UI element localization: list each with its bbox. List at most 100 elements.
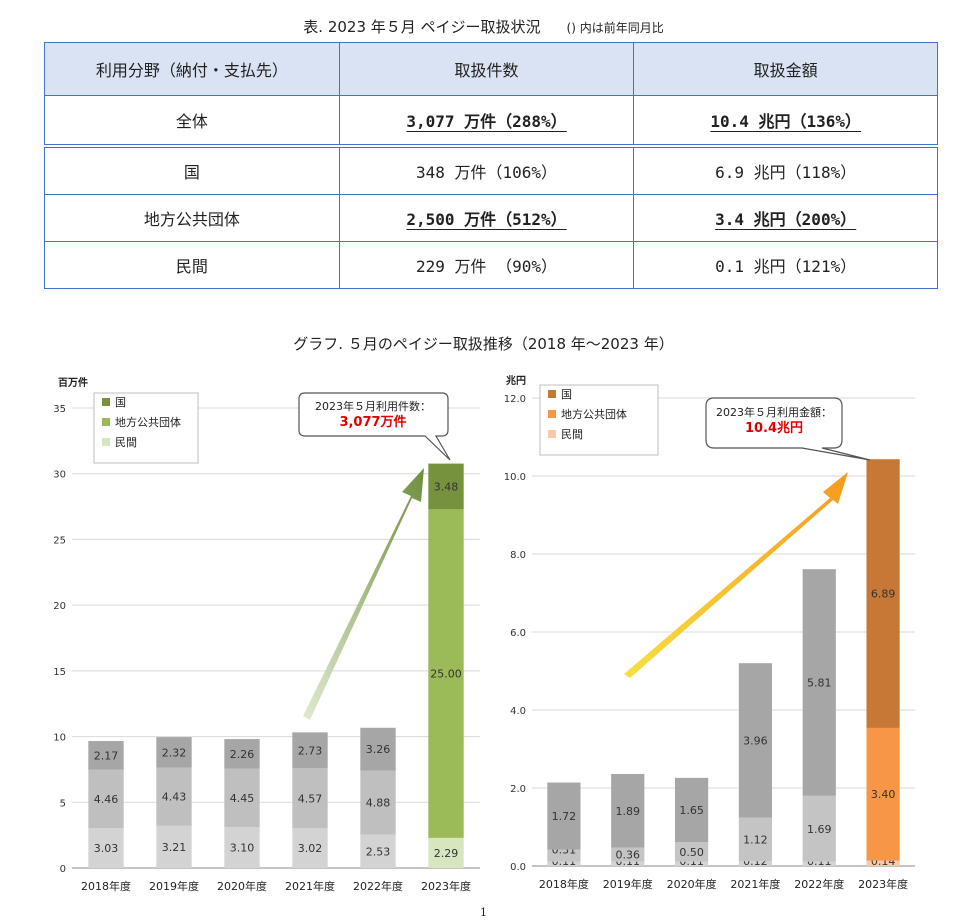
- data-label: 3.40: [871, 788, 896, 801]
- bar-segment: [802, 861, 836, 866]
- bar-segment: [738, 663, 773, 818]
- data-label: 1.69: [807, 823, 832, 836]
- data-label: 25.00: [430, 668, 462, 681]
- row-label: 国: [44, 145, 340, 195]
- unit-label: 百万件: [58, 376, 88, 389]
- header-amount: 取扱金額: [633, 42, 938, 96]
- data-label: 3.96: [743, 734, 768, 747]
- data-label: 3.21: [162, 841, 187, 854]
- legend-label: 民間: [115, 436, 137, 449]
- table-title-text: 表. 2023 年５月 ペイジー取扱状況: [303, 18, 541, 36]
- y-tick-label: 12.0: [504, 394, 526, 405]
- legend-label: 国: [115, 396, 126, 409]
- legend-swatch: [102, 418, 110, 426]
- legend-label: 国: [561, 388, 572, 401]
- table-row: 全体 3,077 万件（288%） 10.4 兆円（136%）: [44, 95, 938, 148]
- header-field: 利用分野（納付・支払先）: [44, 42, 340, 96]
- data-label: 2.17: [94, 749, 119, 762]
- x-tick-label: 2022年度: [794, 877, 844, 891]
- legend-swatch: [102, 398, 110, 406]
- bar-segment: [738, 817, 773, 862]
- bar-segment: [88, 741, 124, 770]
- amount-chart-svg: 兆円0.02.04.06.08.010.012.00.110.311.72201…: [504, 374, 915, 891]
- y-tick-label: 20: [53, 601, 66, 612]
- bar-segment: [292, 828, 328, 868]
- y-tick-label: 8.0: [510, 550, 526, 561]
- bar-segment: [428, 837, 464, 868]
- bar-segment: [156, 737, 192, 768]
- bar-segment: [802, 569, 836, 796]
- row-label: 民間: [44, 241, 340, 289]
- count-chart-svg: 百万件 0 5 10 15 20 25 30 35 3.03 4.46 2.17 2018年度 3.21 4…: [53, 376, 480, 893]
- legend-swatch: [548, 390, 556, 398]
- data-label: 4.88: [366, 797, 391, 810]
- row-amount: 10.4 兆円（136%）: [710, 112, 862, 131]
- row-label: 全体: [44, 95, 340, 148]
- callout-box: [298, 392, 451, 461]
- row-amount: 3.4 兆円（200%）: [715, 210, 857, 229]
- data-label: 2.32: [162, 746, 187, 759]
- callout-value: 3,077万件: [339, 414, 406, 430]
- bar-segment: [360, 727, 396, 771]
- row-amount: 0.1 兆円（121%）: [633, 241, 938, 289]
- x-tick-label: 2019年度: [149, 879, 199, 893]
- y-tick-label: 25: [53, 535, 66, 546]
- data-label: 2.29: [434, 847, 459, 860]
- data-label: 6.89: [871, 588, 896, 601]
- x-tick-label: 2022年度: [353, 879, 403, 893]
- x-tick-label: 2020年度: [667, 877, 717, 891]
- data-label: 2.26: [230, 748, 255, 761]
- bar-segment: [224, 768, 260, 828]
- data-label: 3.10: [230, 842, 255, 855]
- bar-segment: [428, 509, 464, 838]
- y-tick-label: 6.0: [510, 628, 526, 639]
- x-tick-label: 2020年度: [217, 879, 267, 893]
- bar-segment: [156, 825, 192, 868]
- y-tick-label: 2.0: [510, 784, 526, 795]
- x-tick-label: 2021年度: [285, 879, 335, 893]
- bar-segment: [738, 861, 773, 866]
- table-header-row: 利用分野（納付・支払先） 取扱件数 取扱金額: [44, 42, 938, 96]
- data-label: 3.26: [366, 743, 391, 756]
- legend-box: [93, 392, 199, 464]
- callout-value: 10.4兆円: [745, 420, 803, 436]
- bar-segment: [360, 770, 396, 835]
- bar-segment: [802, 795, 836, 862]
- legend-label: 地方公共団体: [115, 415, 181, 429]
- data-label: 4.57: [298, 792, 323, 805]
- status-table: 利用分野（納付・支払先） 取扱件数 取扱金額 全体 3,077 万件（288%）…: [44, 42, 938, 289]
- bar-segment: [156, 767, 192, 826]
- legend-label: 民間: [561, 428, 583, 441]
- y-tick-label: 0.0: [510, 862, 526, 873]
- unit-label: 兆円: [506, 374, 526, 387]
- data-label: 4.43: [162, 791, 187, 804]
- data-label: 3.48: [434, 480, 459, 493]
- data-label: 3.02: [298, 842, 323, 855]
- bar-segment: [866, 459, 900, 728]
- x-tick-label: 2021年度: [730, 877, 780, 891]
- legend-swatch: [548, 430, 556, 438]
- y-tick-label: 10.0: [504, 472, 526, 483]
- row-label: 地方公共団体: [44, 194, 340, 242]
- y-tick-label: 0: [60, 864, 66, 875]
- data-label: 5.81: [807, 677, 832, 690]
- bar-segment: [611, 773, 645, 848]
- trend-arrow: [303, 468, 424, 720]
- callout-label: 2023年５月利用金額：: [716, 405, 832, 419]
- row-amount: 6.9 兆円（118%）: [633, 145, 938, 195]
- callout-box: [705, 397, 871, 461]
- data-label: 2.73: [298, 744, 323, 757]
- data-label: 1.89: [616, 805, 641, 818]
- data-label: 4.45: [230, 792, 255, 805]
- data-label: 1.72: [552, 810, 577, 823]
- y-tick-label: 5: [60, 798, 66, 809]
- bar-segment: [866, 727, 900, 861]
- table-row: 国 348 万件（106%） 6.9 兆円（118%）: [44, 145, 938, 195]
- x-tick-label: 2023年度: [421, 879, 471, 893]
- bar-segment: [547, 849, 581, 862]
- callout-label: 2023年５月利用件数：: [315, 399, 431, 413]
- bar-segment: [360, 834, 396, 868]
- y-tick-label: 30: [53, 470, 66, 481]
- header-count: 取扱件数: [338, 42, 635, 96]
